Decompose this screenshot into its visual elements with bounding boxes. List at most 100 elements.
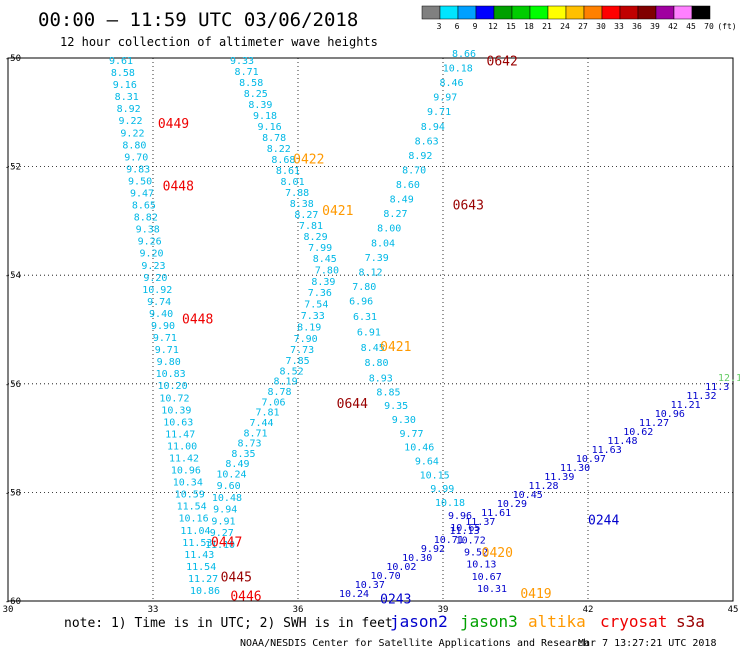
wave-height-value: 9.27 [210,528,234,539]
wave-height-value: 7.44 [249,418,273,429]
wave-height-value: 10.02 [386,562,416,573]
wave-height-value: 7.06 [261,397,285,408]
wave-height-value: 7.54 [304,300,328,311]
wave-height-value: 9.40 [149,309,173,320]
wave-height-value: 10.67 [472,572,502,583]
wave-height-value: 7.81 [299,221,323,232]
wave-height-value: 10.46 [404,443,434,454]
wave-height-value: 8.52 [280,366,304,377]
colorbar-swatch [475,5,495,20]
colorbar-label: 6 [455,22,460,31]
x-tick-label: 42 [583,605,594,615]
wave-height-value: 9.96 [448,511,472,522]
wave-height-value: 11.48 [607,436,637,447]
wave-height-value: 9.18 [253,111,277,122]
footer-note: note: 1) Time is in UTC; 2) SWH is in fe… [64,616,393,631]
wave-height-value: 10.83 [156,369,186,380]
wave-height-value: 8.22 [267,144,291,155]
wave-height-value: 9.22 [120,128,144,139]
satellite-legend: jason2 jason3 altika cryosat s3a [390,612,705,631]
wave-height-value: 10.71 [434,535,464,546]
axis-ticks: 30 33 36 39 42 45 -50 -52 -54 -56 -58 -60 [3,54,739,615]
colorbar-label: 39 [650,22,660,31]
y-tick-label: -54 [5,271,21,281]
wave-height-value: 9.20 [139,249,163,260]
colorbar-swatch [583,5,603,20]
y-tick-label: -58 [5,488,21,498]
wave-height-value: 7.33 [301,311,325,322]
colorbar-label: 70 [704,22,714,31]
wave-height-value: 8.12 [358,267,382,278]
wave-height-value: 9.30 [392,415,416,426]
time-label: 0243 [380,592,411,607]
colorbar-label: 15 [506,22,516,31]
wave-height-value: 10.18 [435,498,465,509]
time-label: 0446 [230,590,261,605]
wave-height-value: 11.28 [528,481,558,492]
wave-height-value: 11.27 [188,574,218,585]
time-label: 0447 [211,535,242,550]
wave-height-value: 8.78 [268,387,292,398]
wave-height-value: 9.47 [130,189,154,200]
wave-height-value: 10.31 [477,584,507,595]
time-label: 0420 [482,546,513,561]
wave-height-value: 11.27 [639,418,669,429]
wave-height-value: 10.63 [163,417,193,428]
time-label: 0449 [158,117,189,132]
wave-height-value: 9.97 [433,93,457,104]
wave-height-value: 10.92 [142,285,172,296]
colorbar-label: 33 [614,22,624,31]
colorbar-label: 18 [524,22,534,31]
time-label: 0422 [293,152,324,167]
wave-height-value: 6.31 [353,312,377,323]
wave-height-value: 8.27 [383,209,407,220]
wave-height-value: 11.00 [167,441,197,452]
wave-height-value: 8.19 [274,377,298,388]
wave-height-value: 9.90 [151,321,175,332]
wave-height-value: 10.59 [175,490,205,501]
colorbar-label: 30 [596,22,606,31]
wave-height-value: 9.71 [155,345,179,356]
wave-height-value: 8.58 [239,78,263,89]
time-label: 0421 [380,340,411,355]
wave-height-value: 8.49 [225,459,249,470]
map-title: 00:00 — 11:59 UTC 03/06/2018 [38,9,358,31]
colorbar-swatch [547,5,567,20]
colorbar-label: 9 [473,22,478,31]
wave-height-value: 8.66 [452,49,476,60]
y-tick-label: -52 [5,163,21,173]
time-label: 0643 [453,199,484,214]
x-tick-label: 45 [728,605,739,615]
wave-height-value: 7.73 [290,345,314,356]
colorbar-label: 27 [578,22,588,31]
colorbar: 3 6 9 12 15 18 21 24 27 30 33 36 39 42 45 70 (ft) [421,5,737,31]
wave-height-value: 7.39 [365,253,389,264]
wave-height-value: 11.42 [169,454,199,465]
wave-height-value: 8.92 [408,151,432,162]
wave-height-value: 9.92 [421,544,445,555]
wave-height-value: 7.81 [255,408,279,419]
legend-item: altika [528,612,586,631]
x-tick-label: 33 [148,605,159,615]
y-tick-label: -60 [5,597,21,607]
wave-height-value: 9.83 [126,164,150,175]
colorbar-label: 21 [542,22,552,31]
wave-height-value: 9.91 [211,516,235,527]
colorbar-swatch [439,5,459,20]
wave-height-value: 10.45 [513,490,543,501]
wave-height-value: 10.72 [456,535,486,546]
wave-height-value: 10.34 [173,478,203,489]
colorbar-swatch [691,5,711,20]
wave-height-value: 8.46 [439,78,463,89]
wave-height-value: 7.85 [286,356,310,367]
wave-height-value: 10.96 [171,466,201,477]
wave-height-value: 7.99 [308,243,332,254]
wave-height-value: 10.97 [576,454,606,465]
wave-height-value: 10.13 [466,560,496,571]
legend-item: jason3 [460,612,518,631]
wave-height-value: 11.54 [186,562,216,573]
wave-height-value: 11.30 [560,463,590,474]
wave-height-value: 9.23 [141,261,165,272]
wave-height-value: 8.38 [290,199,314,210]
